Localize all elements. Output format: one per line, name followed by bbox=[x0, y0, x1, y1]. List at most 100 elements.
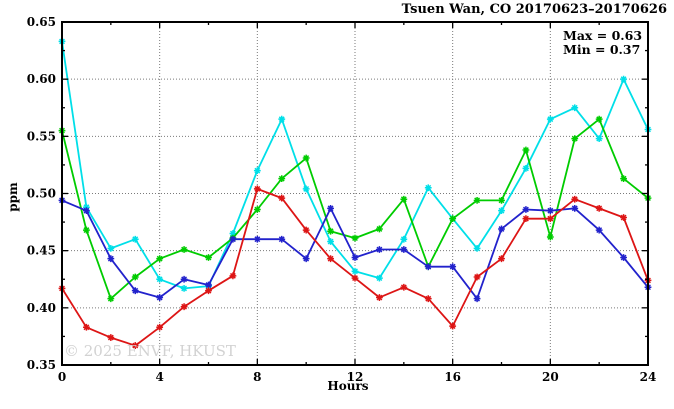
data-point-marker bbox=[83, 226, 90, 234]
data-point-marker bbox=[131, 342, 139, 349]
data-point-marker bbox=[302, 154, 310, 162]
data-point-marker bbox=[473, 244, 481, 252]
data-point-marker bbox=[131, 273, 139, 281]
data-point-marker bbox=[229, 272, 237, 280]
data-point-marker bbox=[498, 196, 505, 204]
data-point-marker bbox=[131, 235, 139, 243]
data-point-marker bbox=[83, 207, 90, 215]
x-tick-label: 8 bbox=[253, 370, 261, 384]
data-point-marker bbox=[107, 255, 115, 263]
data-point-marker bbox=[351, 267, 359, 275]
x-tick-label: 20 bbox=[542, 370, 559, 384]
data-point-marker bbox=[156, 255, 164, 263]
data-point-marker bbox=[571, 104, 579, 112]
data-point-marker bbox=[351, 274, 359, 282]
data-point-marker bbox=[546, 215, 554, 223]
data-point-marker bbox=[424, 263, 432, 271]
max-annotation: Max = 0.63 bbox=[563, 28, 642, 43]
data-point-marker bbox=[473, 196, 481, 204]
data-point-marker bbox=[595, 204, 603, 212]
data-point-marker bbox=[327, 238, 334, 245]
series-cyan-line bbox=[61, 41, 649, 290]
data-point-marker bbox=[546, 207, 554, 215]
data-point-marker bbox=[424, 295, 432, 303]
min-annotation: Min = 0.37 bbox=[563, 42, 640, 57]
watermark: © 2025 ENVF, HKUST bbox=[64, 342, 236, 360]
data-point-marker bbox=[253, 235, 261, 243]
chart-title: Tsuen Wan, CO 20170623–20170626 bbox=[402, 2, 667, 17]
data-point-marker bbox=[546, 233, 554, 241]
data-point-marker bbox=[473, 273, 481, 281]
data-point-marker bbox=[278, 194, 286, 202]
data-point-marker bbox=[278, 115, 286, 123]
data-point-marker bbox=[522, 164, 530, 172]
data-point-marker bbox=[351, 234, 359, 242]
data-point-marker bbox=[83, 323, 90, 331]
data-point-marker bbox=[156, 323, 164, 331]
data-point-marker bbox=[180, 284, 188, 292]
data-point-marker bbox=[327, 227, 334, 235]
y-tick-label: 0.35 bbox=[27, 358, 56, 372]
data-point-marker bbox=[229, 230, 237, 237]
data-point-marker bbox=[546, 115, 554, 123]
data-point-marker bbox=[253, 206, 261, 213]
data-point-marker bbox=[449, 322, 457, 330]
y-axis-label: ppm bbox=[6, 182, 20, 212]
data-point-marker bbox=[107, 295, 115, 303]
x-tick-label: 16 bbox=[444, 370, 461, 384]
y-tick-label: 0.40 bbox=[27, 301, 56, 315]
data-point-marker bbox=[595, 135, 603, 143]
data-point-marker bbox=[205, 287, 212, 295]
series-blue-markers bbox=[58, 196, 652, 303]
data-point-marker bbox=[278, 175, 286, 183]
data-point-marker bbox=[302, 255, 310, 263]
data-point-marker bbox=[620, 175, 627, 183]
data-point-marker bbox=[327, 255, 334, 263]
data-point-marker bbox=[156, 294, 164, 301]
data-point-marker bbox=[302, 185, 310, 193]
data-point-marker bbox=[571, 135, 579, 143]
data-point-marker bbox=[595, 226, 603, 234]
tick-layer bbox=[61, 21, 649, 366]
data-point-marker bbox=[376, 225, 383, 233]
y-tick-label: 0.45 bbox=[27, 244, 56, 258]
x-tick-label: 0 bbox=[58, 370, 66, 384]
data-point-marker bbox=[376, 274, 383, 282]
data-point-marker bbox=[107, 334, 115, 341]
y-tick-label: 0.60 bbox=[27, 72, 56, 86]
data-point-marker bbox=[498, 255, 505, 263]
data-point-marker bbox=[400, 195, 408, 203]
data-point-marker bbox=[253, 167, 261, 175]
data-point-marker bbox=[205, 281, 212, 289]
data-point-marker bbox=[620, 75, 627, 83]
data-point-marker bbox=[83, 203, 90, 211]
data-point-marker bbox=[278, 235, 286, 243]
data-point-marker bbox=[131, 287, 139, 295]
data-point-marker bbox=[400, 283, 408, 291]
data-point-marker bbox=[351, 254, 359, 261]
data-point-marker bbox=[449, 215, 457, 223]
data-point-marker bbox=[620, 254, 627, 261]
x-tick-label: 4 bbox=[155, 370, 163, 384]
data-point-marker bbox=[498, 207, 505, 215]
data-point-marker bbox=[327, 204, 334, 212]
data-point-marker bbox=[205, 254, 212, 261]
x-tick-label: 12 bbox=[347, 370, 364, 384]
data-point-marker bbox=[424, 184, 432, 192]
data-point-marker bbox=[449, 263, 457, 271]
x-tick-label: 24 bbox=[640, 370, 657, 384]
data-point-marker bbox=[180, 275, 188, 283]
data-point-marker bbox=[522, 146, 530, 154]
data-point-marker bbox=[571, 195, 579, 203]
data-point-marker bbox=[498, 225, 505, 233]
data-point-marker bbox=[522, 206, 530, 213]
data-point-marker bbox=[400, 235, 408, 243]
data-point-marker bbox=[302, 226, 310, 234]
data-point-marker bbox=[571, 204, 579, 212]
data-point-marker bbox=[473, 295, 481, 303]
data-point-marker bbox=[253, 185, 261, 193]
tick-label-layer: 0 4 8 12 16 20 24 0.35 0.40 0.45 0.50 0.55 0.60 0.65 bbox=[27, 15, 657, 384]
data-point-marker bbox=[376, 294, 383, 301]
